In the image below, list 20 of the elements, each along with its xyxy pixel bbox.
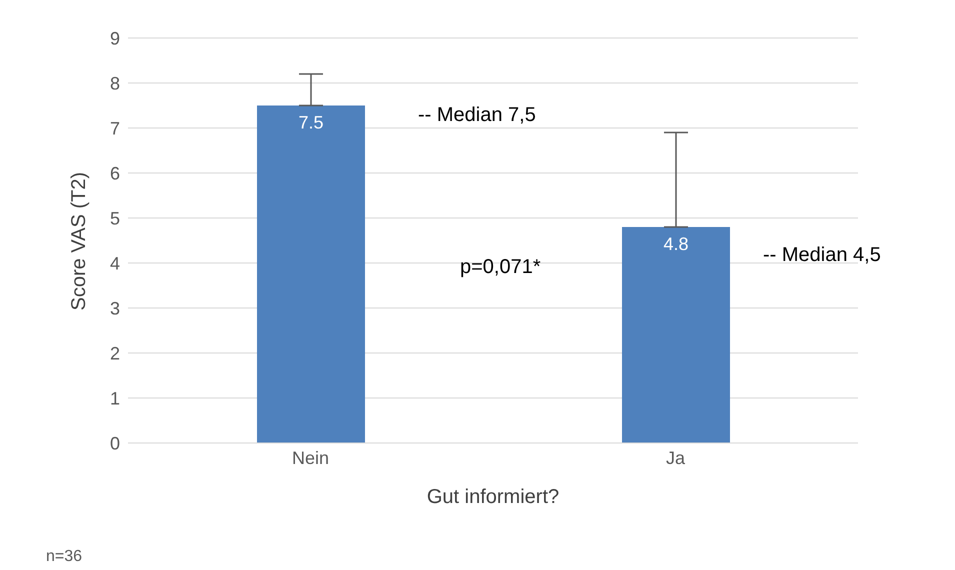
y-tick-label: 3 bbox=[110, 298, 120, 318]
annotation: -- Median 4,5 bbox=[763, 244, 881, 267]
y-tick-label: 6 bbox=[110, 163, 120, 184]
text: n=36 bbox=[46, 548, 82, 566]
x-axis-title: Gut informiert? bbox=[426, 486, 560, 508]
data-label: 4.8 bbox=[663, 234, 689, 254]
annotation: p=0,071* bbox=[460, 256, 541, 279]
y-tick-label: 9 bbox=[110, 28, 120, 48]
y-tick-label: 4 bbox=[110, 253, 120, 274]
y-axis-title: Score VAS (T2) bbox=[68, 172, 90, 310]
y-tick-label: 0 bbox=[110, 433, 120, 454]
y-tick-label: 8 bbox=[110, 73, 120, 94]
y-tick-label: 5 bbox=[110, 208, 120, 228]
x-tick-label: Nein bbox=[292, 448, 330, 468]
y-tick-label: 2 bbox=[110, 343, 120, 364]
x-tick-label: Ja bbox=[666, 448, 686, 468]
data-label: 7.5 bbox=[298, 112, 324, 132]
y-tick-label: 1 bbox=[110, 388, 120, 408]
y-tick-label: 7 bbox=[110, 118, 120, 138]
annotation: -- Median 7,5 bbox=[418, 104, 536, 127]
